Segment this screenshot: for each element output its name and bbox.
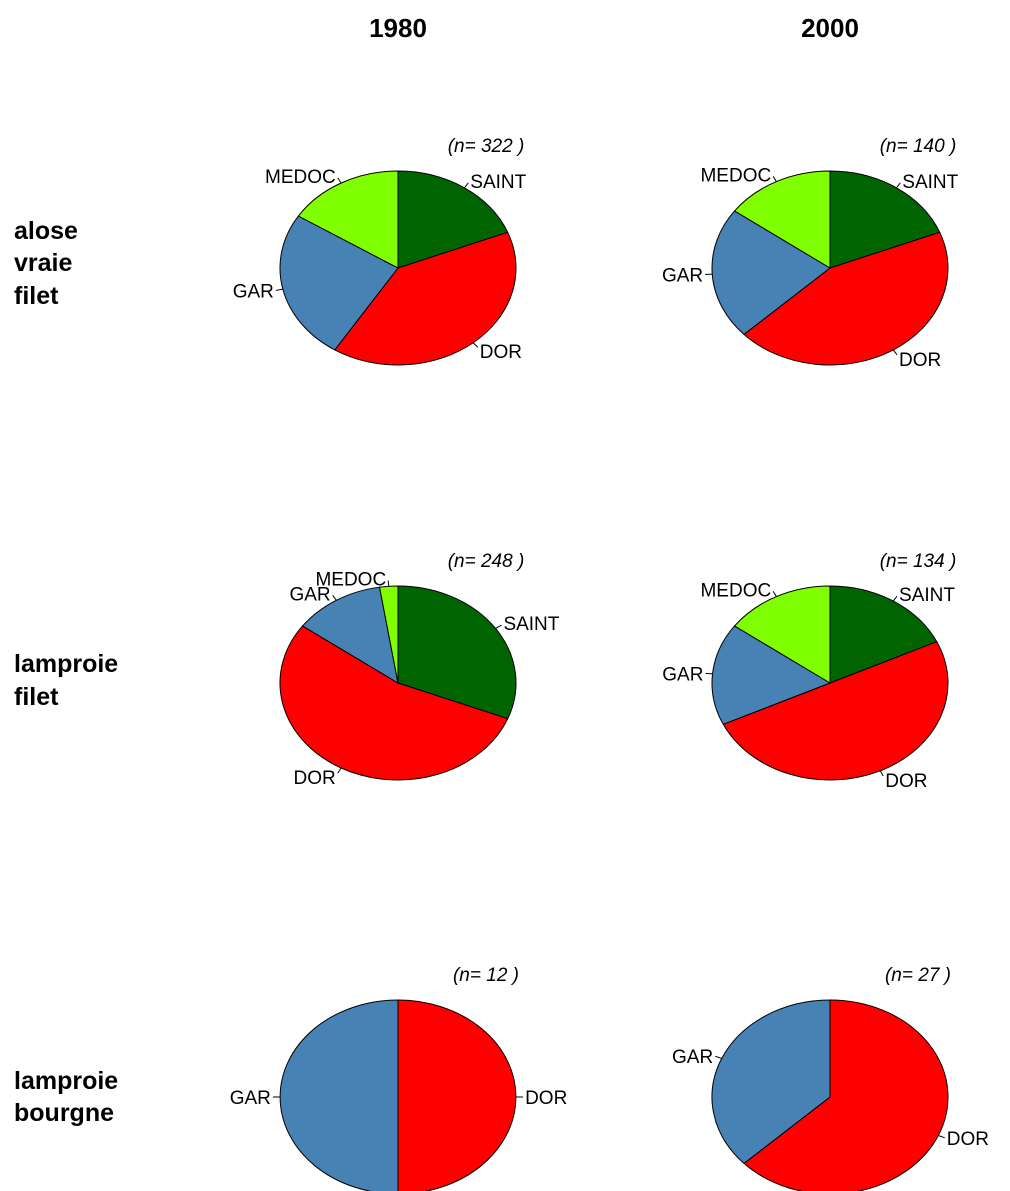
leader-line bbox=[879, 770, 884, 777]
slice-label-dor: DOR bbox=[899, 350, 941, 371]
sample-size-label: (n= 27 ) bbox=[885, 965, 951, 986]
leader-line bbox=[895, 182, 901, 189]
leader-line bbox=[715, 1055, 722, 1059]
pie-chart: (n= 140 ) SAINT DOR GAR MEDOC bbox=[662, 136, 959, 371]
sample-size-label: (n= 140 ) bbox=[880, 136, 957, 157]
leader-line bbox=[463, 182, 469, 189]
column-title-1980: 1980 bbox=[369, 13, 427, 43]
pie-slice-gar bbox=[279, 215, 399, 351]
slice-label-dor: DOR bbox=[885, 771, 927, 792]
pie-chart: (n= 12 ) DOR GAR bbox=[230, 965, 567, 1191]
row-title-line: lamproie bbox=[14, 650, 118, 678]
pie-slice-saint bbox=[829, 170, 941, 269]
pie-slice-gar bbox=[279, 999, 399, 1191]
slice-label-saint: SAINT bbox=[503, 614, 559, 635]
slice-label-gar: GAR bbox=[289, 584, 330, 605]
leader-line bbox=[892, 349, 898, 356]
row-title-line: alose bbox=[14, 217, 78, 245]
slice-label-saint: SAINT bbox=[899, 585, 955, 606]
leader-line bbox=[772, 176, 777, 182]
leader-line bbox=[337, 767, 342, 774]
pie-slice-gar bbox=[711, 625, 832, 725]
pie-slice-gar bbox=[711, 999, 831, 1165]
sample-size-label: (n= 322 ) bbox=[448, 136, 525, 157]
slice-label-medoc: MEDOC bbox=[265, 167, 336, 188]
slice-label-dor: DOR bbox=[947, 1129, 989, 1150]
slice-label-medoc: MEDOC bbox=[315, 570, 386, 591]
slice-label-medoc: MEDOC bbox=[700, 165, 771, 186]
slice-label-medoc: MEDOC bbox=[700, 580, 771, 601]
slice-label-gar: GAR bbox=[662, 265, 703, 286]
leader-line bbox=[332, 595, 337, 601]
slice-label-gar: GAR bbox=[230, 1088, 271, 1109]
row-title-line: lamproie bbox=[14, 1067, 118, 1095]
leader-line bbox=[472, 342, 479, 348]
leader-line bbox=[892, 595, 898, 602]
column-title-2000: 2000 bbox=[801, 13, 859, 43]
sample-size-label: (n= 134 ) bbox=[880, 551, 957, 572]
slice-label-gar: GAR bbox=[662, 664, 703, 685]
pie-slice-saint bbox=[829, 585, 938, 684]
pie-slice-medoc bbox=[733, 170, 831, 269]
pie-slice-saint bbox=[397, 585, 517, 720]
slice-label-dor: DOR bbox=[294, 768, 336, 789]
pie-slice-dor bbox=[397, 999, 517, 1191]
leader-line bbox=[938, 1135, 945, 1139]
row-title-line: bourgne bbox=[14, 1099, 114, 1127]
slice-label-saint: SAINT bbox=[470, 172, 526, 193]
leader-line bbox=[495, 624, 502, 629]
slice-label-saint: SAINT bbox=[902, 172, 958, 193]
row-title-line: filet bbox=[14, 683, 59, 711]
row-title-lamproie-bourgne: lamproie bourgne bbox=[14, 1067, 118, 1127]
pie-slice-medoc bbox=[733, 585, 831, 684]
leader-line bbox=[772, 591, 777, 597]
pie-chart: (n= 322 ) SAINT DOR GAR MEDOC bbox=[233, 136, 527, 366]
pie-slice-gar bbox=[711, 210, 831, 336]
slice-label-dor: DOR bbox=[480, 342, 522, 363]
pie-slice-dor bbox=[334, 231, 517, 366]
pie-slice-dor bbox=[743, 231, 949, 366]
slice-label-dor: DOR bbox=[525, 1088, 567, 1109]
row-title-lamproie-filet: lamproie filet bbox=[14, 650, 118, 711]
pie-chart: (n= 27 ) DOR GAR bbox=[672, 965, 989, 1191]
row-title-alose-vraie-filet: alose vraie filet bbox=[14, 217, 78, 310]
row-title-line: vraie bbox=[14, 249, 72, 277]
pie-chart: (n= 134 ) SAINT DOR GAR MEDOC bbox=[662, 551, 956, 792]
leader-line bbox=[275, 288, 283, 291]
sample-size-label: (n= 12 ) bbox=[453, 965, 519, 986]
pie-slice-dor bbox=[722, 641, 949, 781]
pie-slice-gar bbox=[301, 586, 399, 685]
leader-line bbox=[337, 177, 342, 184]
row-title-line: filet bbox=[14, 282, 59, 310]
pie-slice-saint bbox=[397, 170, 509, 269]
slice-label-gar: GAR bbox=[672, 1047, 713, 1068]
pie-slice-dor bbox=[279, 625, 509, 781]
leader-line bbox=[387, 580, 390, 587]
leader-line bbox=[705, 672, 713, 675]
slice-label-gar: GAR bbox=[233, 281, 274, 302]
sample-size-label: (n= 248 ) bbox=[448, 551, 525, 572]
